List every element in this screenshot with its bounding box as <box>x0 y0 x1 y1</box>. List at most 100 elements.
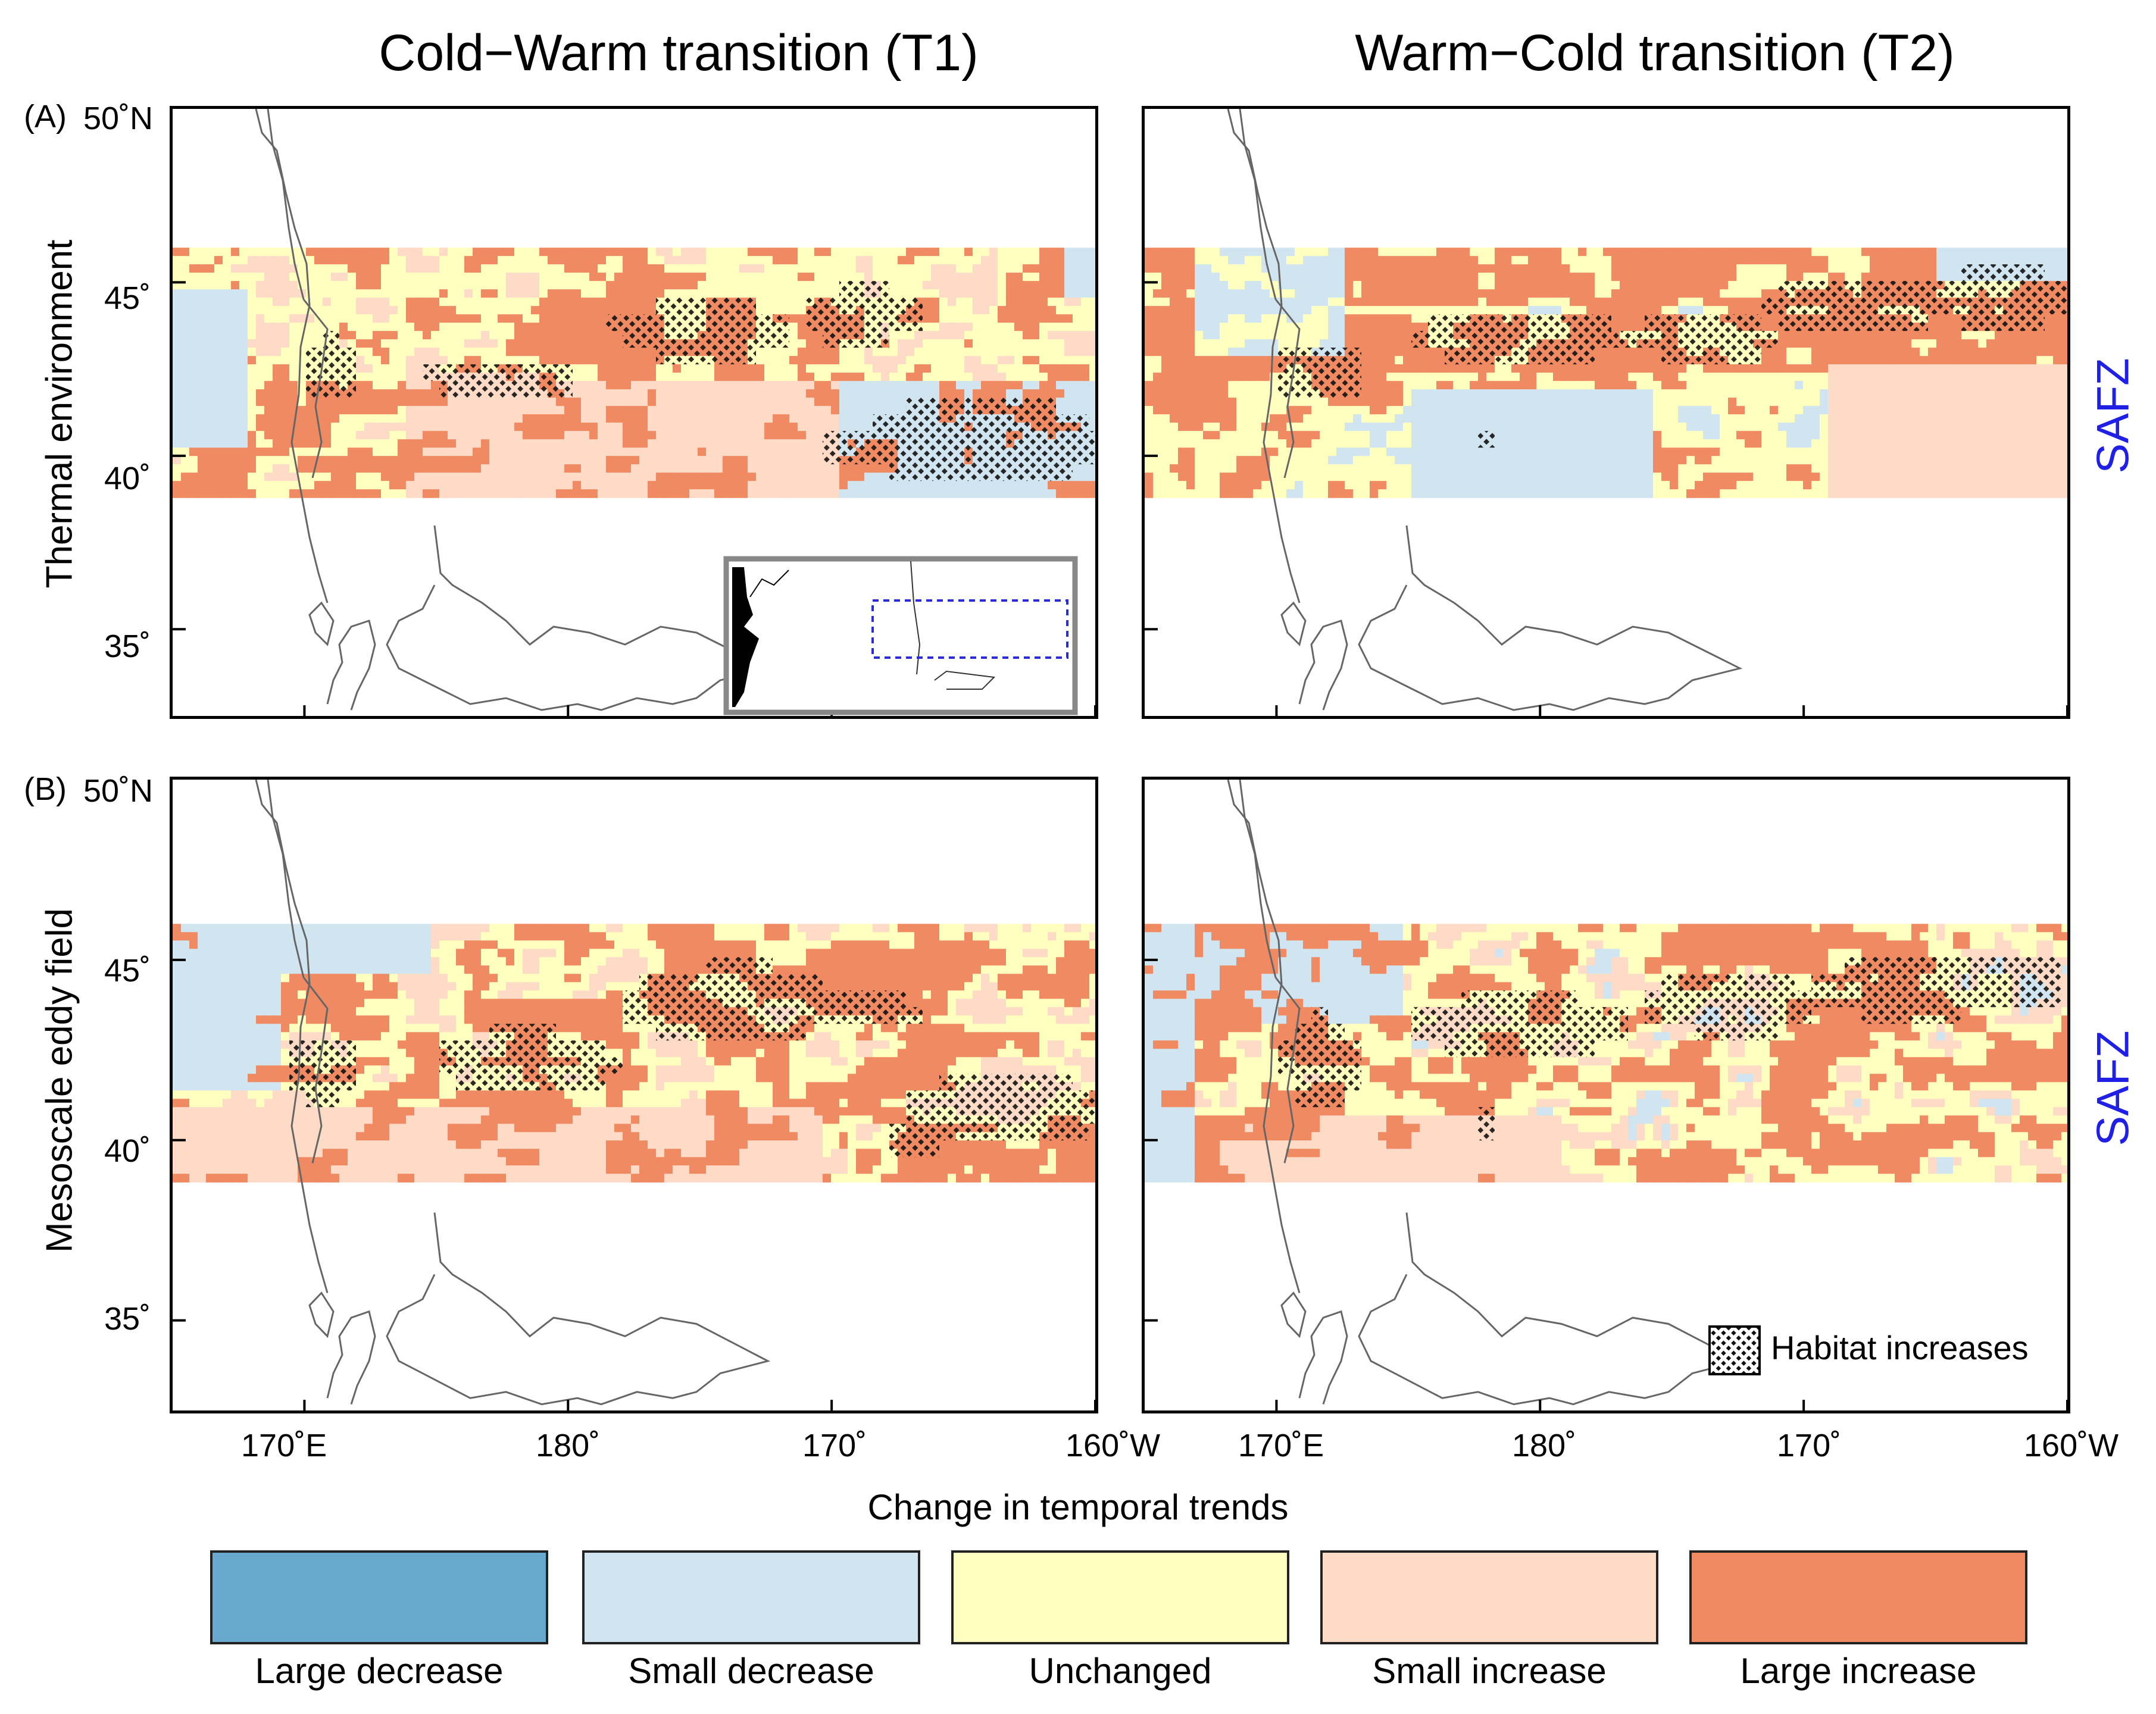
grid-cell <box>839 489 848 498</box>
grid-cell <box>998 364 1007 373</box>
grid-cell <box>764 431 773 440</box>
grid-cell <box>1478 264 1487 273</box>
grid-cell <box>623 281 632 290</box>
grid-cell <box>906 489 915 498</box>
grid-cell <box>889 364 898 373</box>
grid-cell <box>514 331 523 340</box>
grid-cell <box>339 406 348 415</box>
grid-cell <box>398 381 407 390</box>
grid-cell <box>639 248 648 257</box>
grid-cell <box>339 439 348 448</box>
grid-cell <box>798 481 807 490</box>
grid-cell <box>1711 273 1720 282</box>
grid-cell <box>298 273 307 282</box>
grid-cell <box>1064 323 1073 331</box>
grid-cell <box>1536 298 1545 306</box>
grid-cell <box>764 489 773 498</box>
grid-cell <box>948 281 957 290</box>
grid-cell <box>1853 339 1862 348</box>
grid-cell <box>1186 281 1195 290</box>
grid-cell <box>423 481 432 490</box>
grid-cell <box>1089 256 1095 265</box>
grid-cell <box>581 281 590 290</box>
grid-cell <box>364 273 373 282</box>
grid-cell <box>739 364 748 373</box>
grid-cell <box>1153 348 1162 356</box>
grid-cell <box>473 273 482 282</box>
grid-cell <box>1089 248 1095 257</box>
grid-cell <box>714 373 723 381</box>
grid-cell <box>1303 323 1312 331</box>
grid-cell <box>1320 273 1329 282</box>
grid-cell <box>273 364 282 373</box>
grid-cell <box>206 256 215 265</box>
grid-cell <box>264 473 273 481</box>
grid-cell <box>481 464 490 473</box>
grid-cell <box>1853 256 1862 265</box>
grid-cell <box>748 423 757 431</box>
grid-cell <box>1536 281 1545 290</box>
grid-cell <box>1403 323 1412 331</box>
grid-cell <box>231 348 240 356</box>
grid-cell <box>1311 314 1320 323</box>
grid-cell <box>198 256 207 265</box>
grid-cell <box>306 423 315 431</box>
grid-cell <box>473 314 482 323</box>
grid-cell <box>1470 248 1479 257</box>
grid-cell <box>1903 348 1912 356</box>
grid-cell <box>948 273 957 282</box>
grid-cell <box>1203 281 1212 290</box>
grid-cell <box>689 473 698 481</box>
grid-cell <box>1995 348 2004 356</box>
grid-cell <box>756 481 765 490</box>
grid-cell <box>1014 364 1023 373</box>
grid-cell <box>1220 323 1229 331</box>
grid-cell <box>948 489 957 498</box>
grid-cell <box>1386 256 1395 265</box>
grid-cell <box>931 273 940 282</box>
grid-cell <box>1006 364 1015 373</box>
grid-cell <box>323 306 332 315</box>
grid-cell <box>314 339 323 348</box>
grid-cell <box>1064 356 1073 365</box>
grid-cell <box>731 448 740 456</box>
grid-cell <box>648 281 657 290</box>
grid-cell <box>898 398 907 406</box>
grid-cell <box>373 456 382 465</box>
grid-cell <box>606 373 615 381</box>
grid-cell <box>981 264 990 273</box>
hatch-cell <box>906 464 923 481</box>
grid-cell <box>356 323 365 331</box>
grid-cell <box>1636 323 1645 331</box>
grid-cell <box>1014 373 1023 381</box>
grid-cell <box>806 398 815 406</box>
grid-cell <box>273 389 282 398</box>
grid-cell <box>323 298 332 306</box>
grid-cell <box>1428 289 1437 298</box>
grid-cell <box>706 281 715 290</box>
grid-cell <box>1048 323 1057 331</box>
grid-cell <box>256 348 265 356</box>
grid-cell <box>923 323 932 331</box>
grid-cell <box>606 264 615 273</box>
grid-cell <box>1345 264 1354 273</box>
hatch-cell <box>939 448 956 465</box>
grid-cell <box>1145 314 1154 323</box>
grid-cell <box>1048 348 1057 356</box>
grid-cell <box>1411 306 1420 315</box>
grid-cell <box>989 281 998 290</box>
hatch-cell <box>489 364 506 381</box>
grid-cell <box>481 489 490 498</box>
grid-cell <box>331 431 340 440</box>
grid-cell <box>1645 273 1654 282</box>
grid-cell <box>964 323 973 331</box>
grid-cell <box>806 481 815 490</box>
grid-cell <box>364 481 373 490</box>
grid-cell <box>931 248 940 257</box>
grid-cell <box>1495 256 1504 265</box>
grid-cell <box>506 489 515 498</box>
grid-cell <box>498 323 507 331</box>
grid-cell <box>998 248 1007 257</box>
grid-cell <box>498 398 507 406</box>
grid-cell <box>1386 289 1395 298</box>
